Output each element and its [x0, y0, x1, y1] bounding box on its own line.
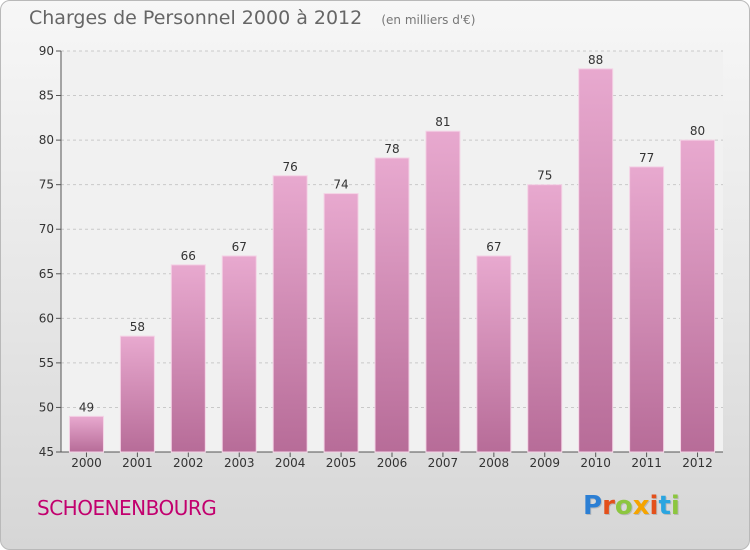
bar-2012[interactable]	[680, 139, 716, 453]
bar-2004[interactable]	[272, 175, 308, 453]
data-label-2011: 77	[639, 151, 654, 165]
bar-layer	[68, 68, 716, 453]
x-tick-label-2005: 2005	[326, 456, 357, 470]
data-label-2007: 81	[435, 115, 450, 129]
y-tick-label: 70	[39, 222, 54, 236]
label-layer: 49 2000 58 2001 66 2002 67 2003 76 2004 74 2005 78 20…	[71, 53, 713, 470]
y-tick-label: 85	[39, 89, 54, 103]
x-tick-label-2010: 2010	[580, 456, 611, 470]
bar-2008[interactable]	[476, 255, 512, 453]
y-tick-label: 75	[39, 178, 54, 192]
x-tick-label-2002: 2002	[173, 456, 204, 470]
logo-letter: i	[649, 491, 659, 521]
proxiti-logo[interactable]: Proxiti	[583, 491, 680, 521]
chart-unit: (en milliers d'€)	[381, 13, 476, 27]
data-label-2000: 49	[79, 400, 94, 414]
data-label-2003: 67	[232, 240, 247, 254]
y-tick-label: 80	[39, 133, 54, 147]
bar-2002[interactable]	[170, 264, 206, 453]
data-label-2001: 58	[130, 320, 145, 334]
y-tick-label: 90	[39, 44, 54, 58]
bar-2007[interactable]	[425, 130, 461, 453]
chart-title: Charges de Personnel 2000 à 2012	[29, 7, 363, 29]
data-label-2009: 75	[537, 169, 552, 183]
y-tick-label: 55	[39, 356, 54, 370]
x-tick-label-2003: 2003	[224, 456, 255, 470]
data-label-2010: 88	[588, 53, 603, 67]
commune-name: SCHOENENBOURG	[37, 496, 217, 520]
data-label-2012: 80	[690, 124, 705, 138]
y-tick-label: 60	[39, 311, 54, 325]
bar-2000[interactable]	[68, 415, 104, 453]
x-tick-label-2011: 2011	[631, 456, 662, 470]
x-tick-label-2004: 2004	[275, 456, 306, 470]
data-label-2004: 76	[283, 160, 298, 174]
x-tick-label-2000: 2000	[71, 456, 102, 470]
data-label-2005: 74	[333, 178, 348, 192]
bar-2003[interactable]	[221, 255, 257, 453]
bar-2001[interactable]	[119, 335, 155, 453]
logo-letter: x	[632, 491, 650, 521]
logo-letter: r	[602, 491, 615, 521]
x-tick-label-2012: 2012	[682, 456, 713, 470]
logo-letter: t	[658, 491, 671, 521]
y-tick-label: 45	[39, 445, 54, 459]
bar-2010[interactable]	[578, 68, 614, 453]
title-row: Charges de Personnel 2000 à 2012 (en mil…	[29, 7, 475, 29]
logo-letter: o	[614, 491, 633, 521]
y-tick-label: 50	[39, 400, 54, 414]
x-tick-label-2006: 2006	[377, 456, 408, 470]
y-tick-label: 65	[39, 267, 54, 281]
x-tick-label-2009: 2009	[529, 456, 560, 470]
bar-2005[interactable]	[323, 193, 359, 453]
bar-2006[interactable]	[374, 157, 410, 453]
x-tick-label-2007: 2007	[428, 456, 459, 470]
x-tick-label-2001: 2001	[122, 456, 153, 470]
bar-2009[interactable]	[527, 184, 563, 453]
data-label-2006: 78	[384, 142, 399, 156]
bar-2011[interactable]	[629, 166, 665, 453]
data-label-2002: 66	[181, 249, 196, 263]
logo-letter: i	[670, 491, 680, 521]
x-tick-label-2008: 2008	[479, 456, 510, 470]
logo-letter: P	[583, 491, 603, 521]
data-label-2008: 67	[486, 240, 501, 254]
